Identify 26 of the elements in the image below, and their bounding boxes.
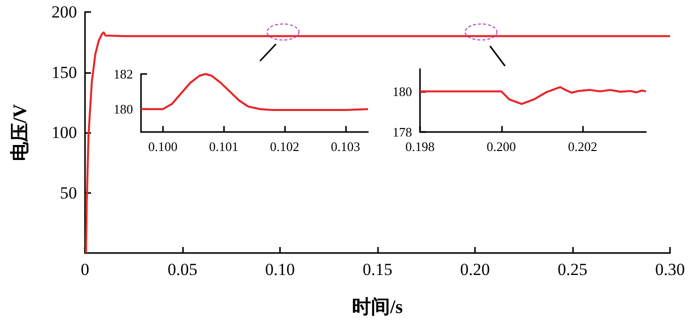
x-tick-label: 0.20 bbox=[460, 260, 490, 279]
y-tick-label: 180 bbox=[114, 102, 133, 117]
line-series bbox=[140, 73, 369, 112]
x-tick-label: 0.102 bbox=[270, 139, 300, 154]
x-tick-label: 0.103 bbox=[330, 139, 360, 154]
x-tick-label: 0 bbox=[80, 260, 90, 279]
y-tick-label: 178 bbox=[392, 124, 412, 140]
line-series bbox=[419, 86, 647, 105]
x-tick-label: 0.30 bbox=[655, 260, 685, 279]
y-tick-label: 150 bbox=[52, 62, 77, 82]
x-axis-title: 时间/s bbox=[352, 296, 403, 318]
y-tick-label: 200 bbox=[52, 2, 77, 22]
x-tick-label: 0.198 bbox=[405, 139, 435, 154]
x-tick-label: 0.05 bbox=[168, 260, 198, 279]
y-tick-label: 182 bbox=[114, 66, 133, 82]
y-axis-title: 电压/V bbox=[9, 104, 31, 161]
x-tick-label: 0.10 bbox=[265, 260, 295, 279]
y-tick-label: 100 bbox=[52, 123, 77, 142]
x-tick-label: 0.101 bbox=[209, 139, 238, 154]
y-tick-label: 180 bbox=[392, 84, 412, 99]
x-tick-label: 0.100 bbox=[148, 139, 178, 154]
y-tick-label: 50 bbox=[60, 183, 77, 202]
x-tick-label: 0.202 bbox=[568, 139, 598, 154]
x-tick-label: 0.200 bbox=[486, 139, 516, 154]
x-tick-label: 0.25 bbox=[558, 260, 588, 279]
x-tick-label: 0.15 bbox=[362, 260, 392, 279]
